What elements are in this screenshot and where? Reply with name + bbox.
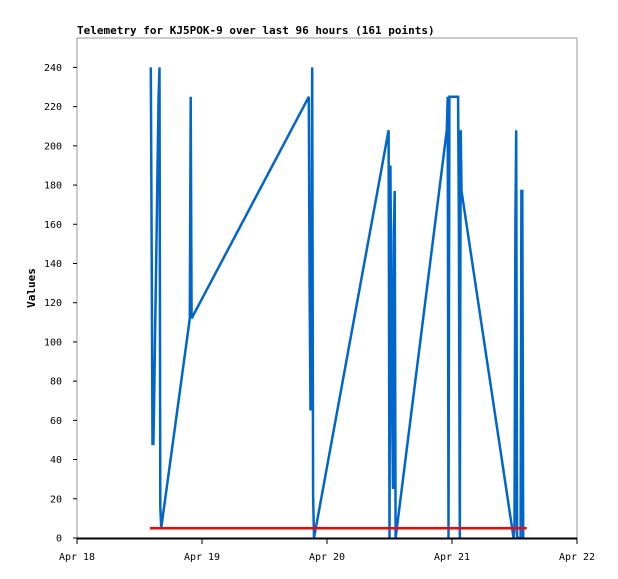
y-tick-label: 120 [44, 298, 62, 309]
x-tick-label: Apr 19 [184, 552, 220, 563]
series-layer [149, 67, 527, 540]
y-tick-label: 140 [44, 259, 62, 270]
y-tick-label: 60 [50, 416, 62, 427]
chart-title: Telemetry for KJ5POK-9 over last 96 hour… [77, 24, 435, 37]
y-tick-label: 0 [56, 534, 62, 545]
y-axis-label: Values [25, 268, 38, 308]
x-tick-label: Apr 21 [434, 552, 470, 563]
y-tick-label: 20 [50, 494, 62, 505]
series-line-0 [149, 67, 525, 540]
x-tick-label: Apr 20 [309, 552, 345, 563]
y-tick-label: 220 [44, 102, 62, 113]
y-axis: 0 20 40 60 80 100 120 140 160 180 200 220 240 [44, 63, 77, 545]
x-axis-ticks: Apr 18 Apr 19 Apr 20 Apr 21 Apr 22 [59, 538, 595, 563]
y-tick-label: 100 [44, 337, 62, 348]
y-tick-label: 200 [44, 141, 62, 152]
x-tick-label: Apr 18 [59, 552, 95, 563]
x-tick-label: Apr 22 [559, 552, 595, 563]
y-tick-label: 240 [44, 63, 62, 74]
y-tick-label: 80 [50, 377, 62, 388]
y-tick-label: 160 [44, 220, 62, 231]
y-tick-label: 180 [44, 181, 62, 192]
y-tick-label: 40 [50, 455, 62, 466]
